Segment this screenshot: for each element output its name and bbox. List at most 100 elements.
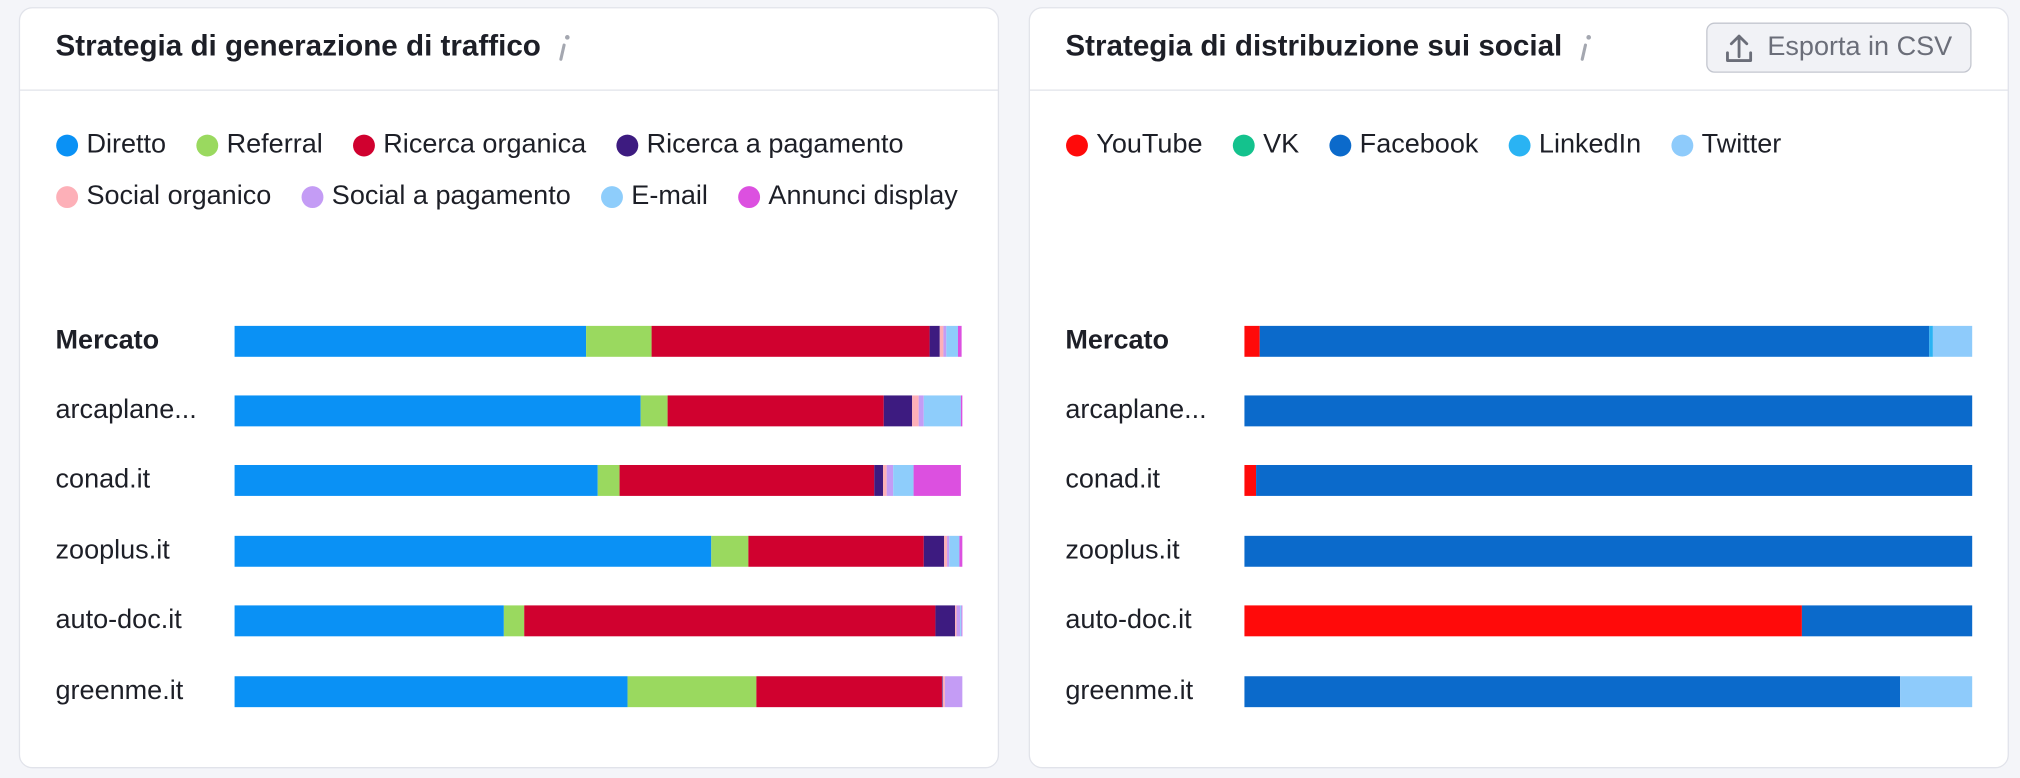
bar-segment: [960, 395, 963, 427]
legend-swatch: [738, 186, 761, 209]
bar-segment: [524, 605, 936, 637]
card-title: Strategia di generazione di traffico: [56, 29, 541, 62]
row-label: greenme.it: [56, 675, 184, 705]
bar-segment: [957, 325, 962, 357]
bar-segment: [923, 535, 945, 567]
bar-segment: [961, 605, 963, 637]
bar-segment: [756, 676, 942, 708]
bar-segment: [711, 535, 749, 567]
bar-segment: [1244, 464, 1257, 496]
bar-segment: [959, 535, 963, 567]
button-label[interactable]: Esporta in CSV: [1767, 31, 1952, 61]
bar-segment: [960, 605, 962, 637]
legend-swatch: [196, 134, 219, 157]
bar-segment: [1256, 464, 1973, 496]
bar-segment: [955, 605, 957, 637]
legend-label: E-mail: [631, 180, 708, 210]
bar-segment: [949, 535, 960, 567]
row-label: arcaplane...: [1065, 394, 1206, 424]
bar-segment: [234, 395, 641, 427]
row-label: Mercato: [1065, 324, 1169, 354]
bar-segment: [586, 325, 652, 357]
bar-segment: [1244, 605, 1802, 637]
bar-segment: [943, 325, 947, 357]
bar-segment: [923, 395, 961, 427]
info-icon: [1580, 43, 1588, 61]
bar-segment: [667, 395, 884, 427]
legend-swatch: [301, 186, 324, 209]
legend-swatch: [56, 134, 79, 157]
legend-label: Facebook: [1360, 129, 1479, 159]
bar-segment: [946, 325, 958, 357]
bar-segment: [944, 535, 948, 567]
card: [1028, 7, 2009, 769]
card-title: Strategia di distribuzione sui social: [1065, 29, 1562, 62]
bar-segment: [619, 464, 875, 496]
bar-segment: [939, 325, 944, 357]
row-label: auto-doc.it: [1065, 604, 1192, 634]
info-icon-dot: [1586, 35, 1592, 40]
row-label: zooplus.it: [56, 534, 171, 564]
bar-segment: [944, 676, 963, 708]
bar-segment: [883, 464, 887, 496]
legend-swatch: [1329, 134, 1352, 157]
legend-label: Referral: [227, 129, 323, 159]
row-label: conad.it: [1065, 464, 1160, 494]
bar-segment: [929, 325, 940, 357]
bar-segment: [627, 676, 757, 708]
bar-segment: [886, 464, 894, 496]
row-label: Mercato: [56, 324, 160, 354]
legend-label: VK: [1263, 129, 1299, 159]
bar-segment: [941, 676, 943, 708]
bar-segment: [234, 325, 587, 357]
legend-label: Social a pagamento: [332, 180, 571, 210]
bar-segment: [1259, 325, 1930, 357]
legend-label: Diretto: [86, 129, 166, 159]
bar-segment: [234, 535, 712, 567]
legend-label: Twitter: [1702, 129, 1782, 159]
button-frame[interactable]: [1706, 22, 1972, 73]
legend-swatch: [56, 186, 79, 209]
bar-segment: [913, 464, 961, 496]
legend-label: Social organico: [86, 180, 271, 210]
bar-segment: [883, 395, 913, 427]
bar-segment: [503, 605, 525, 637]
bar-segment: [912, 395, 919, 427]
row-label: zooplus.it: [1065, 534, 1180, 564]
legend-swatch: [601, 186, 623, 209]
legend-swatch: [1066, 134, 1088, 157]
bar-segment: [234, 676, 628, 708]
bar-segment: [597, 464, 620, 496]
bar-segment: [935, 605, 956, 637]
export-button[interactable]: Esporta in CSV: [1706, 22, 1972, 73]
row-label: conad.it: [56, 464, 151, 494]
bar-segment: [748, 535, 924, 567]
legend-swatch: [353, 134, 375, 157]
bar-segment: [918, 395, 924, 427]
bar-segment: [1932, 325, 1973, 357]
legend-swatch: [1671, 134, 1694, 157]
bar-segment: [1244, 325, 1260, 357]
bar-segment: [1244, 395, 1973, 427]
row-label: auto-doc.it: [56, 604, 183, 634]
legend-swatch: [1232, 134, 1255, 157]
bar-segment: [956, 605, 961, 637]
legend-swatch: [1508, 134, 1531, 157]
bar-segment: [893, 464, 914, 496]
bar-segment: [234, 464, 598, 496]
bar-segment: [234, 605, 504, 637]
bar-segment: [1801, 605, 1973, 637]
legend-label: YouTube: [1096, 129, 1202, 159]
bar-segment: [1244, 676, 1901, 708]
bar-segment: [1244, 535, 1973, 567]
bar-segment: [1929, 325, 1933, 357]
info-icon: [559, 43, 566, 61]
bar-segment: [874, 464, 884, 496]
legend-label: Ricerca organica: [383, 129, 587, 159]
row-label: arcaplane...: [56, 394, 197, 424]
upload-icon: [1726, 34, 1753, 62]
bar-segment: [947, 535, 950, 567]
legend-label: Annunci display: [768, 180, 958, 210]
